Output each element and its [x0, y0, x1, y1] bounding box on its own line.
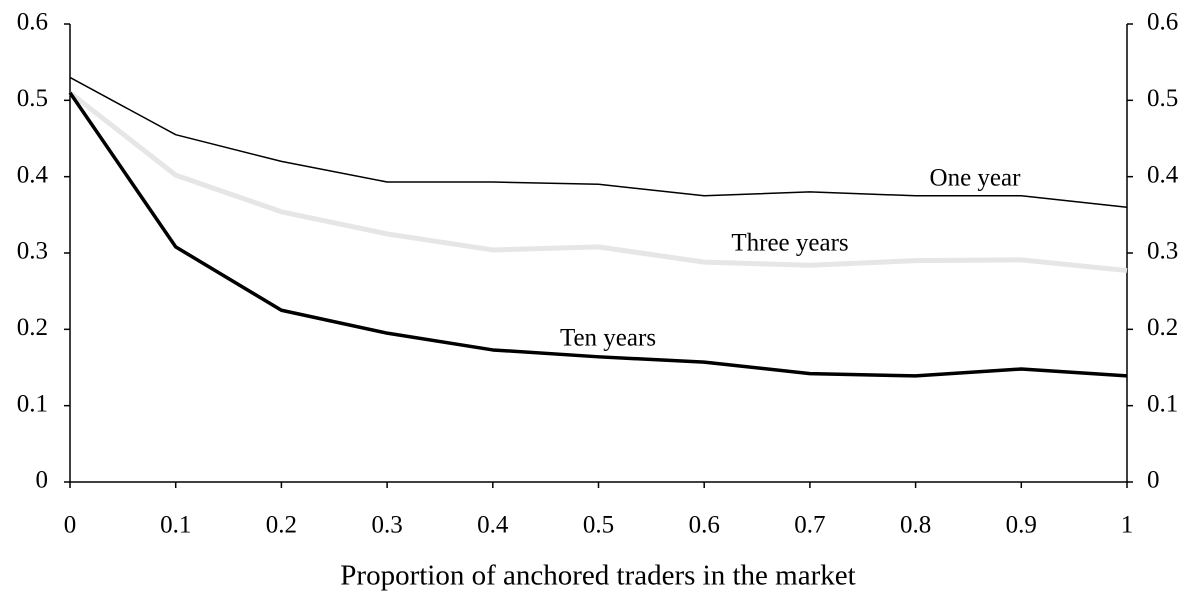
y-tick-label: 0.2: [17, 314, 48, 341]
series-label: Ten years: [560, 325, 656, 352]
y2-tick-label: 0: [1147, 467, 1160, 494]
x-tick-label: 0.4: [477, 512, 509, 539]
y-tick-label: 0: [36, 467, 49, 494]
x-tick-label: 0.8: [900, 512, 931, 539]
series-line: [69, 76, 1128, 208]
x-tick-label: 0.3: [371, 512, 402, 539]
y2-tick-label: 0.1: [1147, 390, 1178, 417]
y-tick-label: 0.1: [17, 390, 48, 417]
series-line: [68, 91, 1128, 378]
y2-tick-label: 0.6: [1147, 9, 1178, 36]
series-label: One year: [930, 165, 1022, 192]
x-tick-label: 1: [1121, 512, 1134, 539]
y2-tick-label: 0.3: [1147, 238, 1178, 265]
y-tick-label: 0.5: [17, 85, 48, 112]
x-tick-label: 0.6: [689, 512, 720, 539]
series-label: Three years: [731, 230, 848, 257]
x-tick-label: 0: [64, 512, 77, 539]
series-line: [68, 90, 1128, 274]
x-tick-label: 0.7: [794, 512, 825, 539]
y-tick-label: 0.6: [17, 9, 48, 36]
x-tick-label: 0.5: [583, 512, 614, 539]
y2-tick-label: 0.4: [1147, 161, 1179, 188]
y2-tick-label: 0.2: [1147, 314, 1178, 341]
y-tick-label: 0.4: [17, 161, 49, 188]
x-tick-label: 0.1: [160, 512, 191, 539]
x-axis-label: Proportion of anchored traders in the ma…: [340, 560, 855, 592]
x-tick-label: 0.2: [266, 512, 297, 539]
y2-tick-label: 0.5: [1147, 85, 1178, 112]
x-tick-label: 0.9: [1006, 512, 1037, 539]
y-tick-label: 0.3: [17, 238, 48, 265]
